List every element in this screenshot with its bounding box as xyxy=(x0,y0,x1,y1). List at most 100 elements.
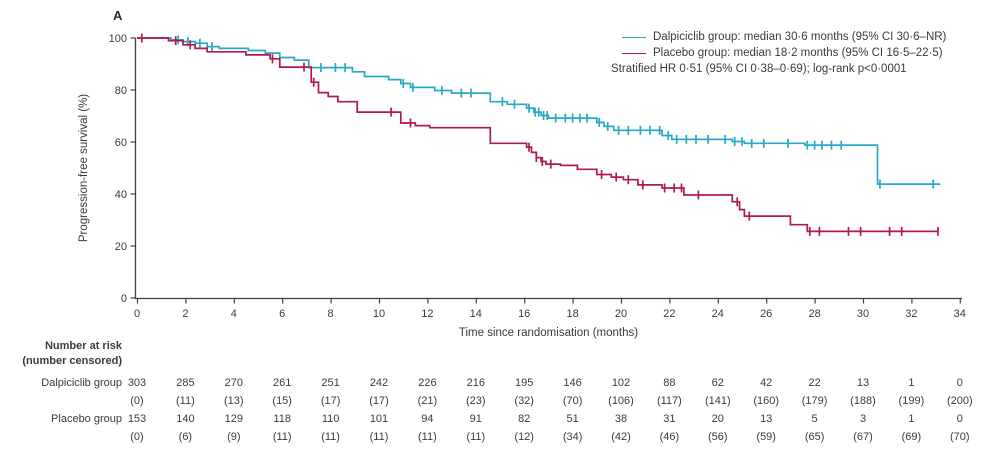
risk-censored: (11) xyxy=(176,395,195,407)
risk-censored: (42) xyxy=(611,431,631,443)
risk-censored: (32) xyxy=(514,395,534,407)
y-tick-label: 0 xyxy=(121,293,127,305)
y-tick-label: 60 xyxy=(115,137,127,149)
risk-censored: (23) xyxy=(466,395,486,407)
risk-censored: (17) xyxy=(320,395,341,407)
risk-count: 1 xyxy=(908,413,915,425)
risk-censored: (117) xyxy=(656,395,682,407)
risk-censored: (11) xyxy=(418,431,437,443)
risk-count: 285 xyxy=(176,377,195,389)
risk-count: 195 xyxy=(515,377,534,389)
risk-censored: (15) xyxy=(272,395,292,407)
x-tick-label: 26 xyxy=(760,308,772,320)
x-tick-label: 24 xyxy=(712,308,724,320)
risk-censored: (70) xyxy=(562,395,583,407)
risk-censored: (46) xyxy=(659,431,680,443)
y-tick-label: 100 xyxy=(109,33,127,45)
x-tick-label: 4 xyxy=(231,308,237,320)
risk-censored: (9) xyxy=(227,431,241,443)
risk-count: 303 xyxy=(127,377,147,389)
risk-censored: (70) xyxy=(950,431,970,443)
risk-count: 216 xyxy=(466,377,485,389)
risk-table-header-2: (number censored) xyxy=(22,355,122,367)
risk-count: 42 xyxy=(760,377,773,389)
x-tick-label: 14 xyxy=(470,308,482,320)
legend-label-dalpiciclib: Dalpiciclib group: median 30·6 months (9… xyxy=(653,31,947,43)
risk-censored: (12) xyxy=(514,431,534,443)
risk-count: 118 xyxy=(273,413,291,425)
risk-censored: (0) xyxy=(130,431,144,443)
risk-censored: (11) xyxy=(272,431,292,443)
risk-censored: (0) xyxy=(130,395,144,407)
risk-count: 153 xyxy=(127,413,147,425)
x-tick-label: 28 xyxy=(808,308,820,320)
x-tick-label: 8 xyxy=(328,308,334,320)
x-tick-label: 2 xyxy=(182,308,188,320)
x-tick-label: 16 xyxy=(518,308,530,320)
risk-count: 13 xyxy=(856,377,870,389)
risk-censored: (17) xyxy=(369,395,389,407)
risk-count: 270 xyxy=(224,377,243,389)
risk-count: 0 xyxy=(956,377,963,389)
risk-censored: (69) xyxy=(901,431,922,443)
risk-count: 226 xyxy=(418,377,437,389)
risk-censored: (6) xyxy=(178,431,193,443)
x-axis-label: Time since randomisation (months) xyxy=(458,327,639,339)
x-tick-label: 32 xyxy=(905,308,917,320)
y-axis-label: Progression-free survival (%) xyxy=(78,93,90,243)
risk-censored: (65) xyxy=(804,431,825,443)
risk-censored: (200) xyxy=(946,395,973,407)
risk-count: 102 xyxy=(611,377,631,389)
risk-count: 88 xyxy=(663,377,676,389)
x-tick-label: 34 xyxy=(954,308,966,320)
risk-censored: (160) xyxy=(753,395,780,407)
risk-censored: (106) xyxy=(608,395,634,407)
risk-count: 22 xyxy=(808,377,821,389)
risk-count: 20 xyxy=(711,413,724,425)
risk-censored: (179) xyxy=(801,395,828,407)
risk-row-label-placebo: Placebo group xyxy=(51,413,122,425)
risk-censored: (199) xyxy=(898,395,925,407)
dalpiciclib-line-swatch-icon xyxy=(622,36,646,38)
risk-censored: (11) xyxy=(466,431,486,443)
stratified-hr-note: Stratified HR 0·51 (95% CI 0·38–0·69); l… xyxy=(611,63,907,75)
legend: Dalpiciclib group: median 30·6 months (9… xyxy=(611,29,946,77)
risk-row-label-dalpiciclib: Dalpiciclib group xyxy=(41,377,122,389)
risk-count: 1 xyxy=(908,377,915,389)
risk-censored: (67) xyxy=(853,431,873,443)
risk-count: 13 xyxy=(760,413,773,425)
risk-count: 0 xyxy=(956,413,963,425)
risk-table-header-1: Number at risk xyxy=(44,340,122,352)
placebo-line-swatch-icon xyxy=(622,52,646,54)
x-tick-label: 6 xyxy=(279,308,285,320)
risk-count: 94 xyxy=(421,413,434,425)
x-tick-label: 0 xyxy=(134,308,140,320)
legend-label-placebo: Placebo group: median 18·2 months (95% C… xyxy=(653,47,943,59)
risk-censored: (188) xyxy=(850,395,876,407)
risk-count: 5 xyxy=(811,413,818,425)
risk-count: 129 xyxy=(224,413,243,425)
risk-censored: (59) xyxy=(756,431,776,443)
risk-count: 101 xyxy=(369,413,389,425)
x-tick-label: 18 xyxy=(566,308,578,320)
risk-count: 242 xyxy=(369,377,389,389)
x-tick-label: 10 xyxy=(373,308,385,320)
y-tick-label: 20 xyxy=(115,241,127,253)
risk-censored: (141) xyxy=(704,395,731,407)
legend-entry-dalpiciclib: Dalpiciclib group: median 30·6 months (9… xyxy=(611,29,946,45)
risk-count: 3 xyxy=(859,413,867,425)
y-tick-label: 40 xyxy=(115,189,127,201)
y-tick-label: 80 xyxy=(115,85,127,97)
km-curve-dalpiciclib-group xyxy=(137,37,941,185)
legend-entry-placebo: Placebo group: median 18·2 months (95% C… xyxy=(611,45,946,61)
risk-censored: (13) xyxy=(224,395,244,407)
risk-count: 38 xyxy=(614,413,628,425)
risk-count: 140 xyxy=(176,413,195,425)
risk-count: 62 xyxy=(711,377,724,389)
risk-censored: (56) xyxy=(708,431,728,443)
risk-count: 31 xyxy=(663,413,676,425)
risk-count: 91 xyxy=(469,413,482,425)
risk-count: 82 xyxy=(518,413,531,425)
